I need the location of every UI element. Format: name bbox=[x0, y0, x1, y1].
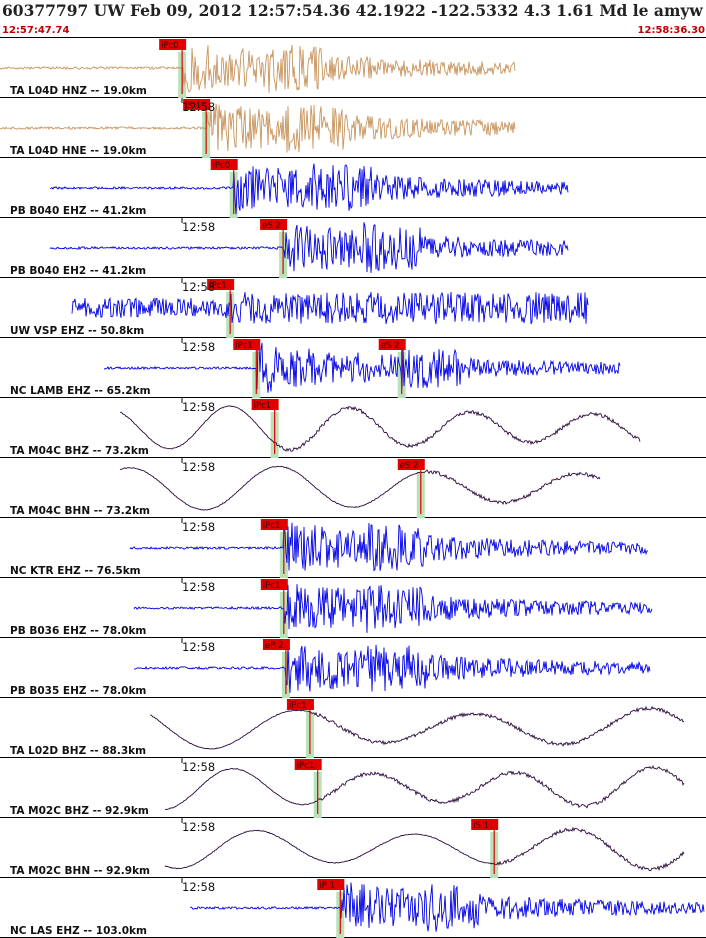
pick-label-box bbox=[262, 639, 290, 650]
waveform-trace bbox=[133, 644, 651, 693]
waveform-trace bbox=[103, 340, 621, 393]
pick-label: eS 2 bbox=[381, 341, 400, 351]
station-label: PB B040 EHZ -- 41.2km bbox=[10, 205, 146, 217]
pick-label-box bbox=[233, 339, 261, 350]
pick-label: iS 1 bbox=[473, 821, 489, 831]
pick-label: eS 2 bbox=[400, 461, 419, 471]
pick-label: iPc0 bbox=[161, 41, 179, 51]
time-tick-label: 12:58 bbox=[182, 820, 215, 834]
trace-panel: iPc0 TA L04D HNZ -- 19.0km bbox=[0, 39, 706, 98]
trace-panel: iP 1 12:58 NC LAS EHZ -- 103.0km bbox=[0, 878, 706, 938]
station-label: NC LAS EHZ -- 103.0km bbox=[10, 925, 147, 937]
trace-panel: eP 2 12:58 PB B035 EHZ -- 78.0km bbox=[0, 638, 706, 698]
time-tick-label: 12:58 bbox=[182, 400, 215, 414]
station-label: TA M04C BHN -- 73.2km bbox=[10, 505, 150, 517]
station-label: TA M02C BHZ -- 92.9km bbox=[10, 805, 149, 817]
waveform-trace bbox=[164, 765, 685, 810]
trace-panel: iPc0 PB B040 EHZ -- 41.2km bbox=[0, 159, 706, 218]
pick-label: iPc1 bbox=[263, 581, 281, 591]
waveform-trace bbox=[149, 705, 685, 750]
pick-label: eP 2 bbox=[265, 641, 283, 651]
time-tick-label: 12:58 bbox=[182, 640, 215, 654]
waveform-trace bbox=[164, 826, 685, 872]
station-label: TA L02D BHZ -- 88.3km bbox=[10, 745, 146, 757]
station-label: TA M04C BHZ -- 73.2km bbox=[10, 445, 149, 457]
station-label: PB B036 EHZ -- 78.0km bbox=[10, 625, 146, 637]
waveform-trace bbox=[133, 584, 653, 633]
station-label: TA L04D HNZ -- 19.0km bbox=[10, 85, 147, 97]
time-tick-label: 12:58 bbox=[182, 460, 215, 474]
trace-panel: iS 1 12:58 TA M02C BHN -- 92.9km bbox=[0, 818, 706, 878]
waveform-trace bbox=[71, 291, 589, 325]
waveform-trace bbox=[0, 45, 516, 93]
pick-label: iP 1 bbox=[319, 881, 335, 891]
pick-label: iS 1 bbox=[185, 101, 201, 111]
time-tick-label: 12:58 bbox=[182, 880, 215, 894]
end-time: 12:58:36.30 bbox=[638, 25, 706, 36]
pick-label-box bbox=[378, 339, 406, 350]
station-label: PB B040 EH2 -- 41.2km bbox=[10, 265, 146, 277]
trace-panel: iPc1 12:58 PB B036 EHZ -- 78.0km bbox=[0, 578, 706, 638]
pick-label-box bbox=[207, 279, 235, 290]
pick-label-box bbox=[294, 759, 322, 770]
station-label: UW VSP EHZ -- 50.8km bbox=[10, 325, 144, 337]
pick-label: iPc1 bbox=[235, 341, 253, 351]
waveform-trace bbox=[119, 405, 641, 452]
station-label: NC LAMB EHZ -- 65.2km bbox=[10, 385, 151, 397]
time-tick-label: 12:58 bbox=[182, 220, 215, 234]
time-tick-label: 12:58 bbox=[182, 580, 215, 594]
time-tick-label: 12:58 bbox=[182, 760, 215, 774]
trace-panel: iPc1 12:58 TA M04C BHZ -- 73.2km bbox=[0, 398, 706, 458]
pick-label-box bbox=[260, 579, 288, 590]
pick-label: eS 2 bbox=[262, 221, 281, 231]
pick-label-box bbox=[317, 879, 345, 890]
trace-panel: iPc1 TA L02D BHZ -- 88.3km bbox=[0, 699, 706, 758]
pick-label-box bbox=[183, 99, 211, 110]
pick-label-box bbox=[260, 219, 288, 230]
pick-label: iPc1 bbox=[297, 761, 315, 771]
trace-panel: eS 2 12:58 TA M04C BHN -- 73.2km bbox=[0, 458, 706, 518]
trace-panel: iPc1 12:58 NC KTR EHZ -- 76.5km bbox=[0, 518, 706, 578]
pick-label-box bbox=[159, 39, 187, 50]
trace-panel: eS 2 12:58 PB B040 EH2 -- 41.2km bbox=[0, 218, 706, 278]
waveform-trace bbox=[190, 882, 705, 932]
station-label: TA L04D HNE -- 19.0km bbox=[10, 145, 146, 157]
pick-label-box bbox=[210, 159, 238, 170]
pick-label-box bbox=[260, 519, 288, 530]
pick-label: iPc1 bbox=[254, 401, 272, 411]
pick-label-box bbox=[251, 399, 279, 410]
trace-panel: iS 112:58 TA L04D HNE -- 19.0km bbox=[0, 98, 706, 158]
station-label: PB B035 EHZ -- 78.0km bbox=[10, 685, 146, 697]
start-time: 12:57:47.74 bbox=[2, 25, 70, 36]
pick-label-box bbox=[471, 819, 499, 830]
time-tick-label: 12:58 bbox=[182, 280, 215, 294]
pick-label-box bbox=[397, 459, 425, 470]
event-title: 60377797 UW Feb 09, 2012 12:57:54.36 42.… bbox=[2, 1, 706, 20]
pick-label: iPc0 bbox=[213, 161, 231, 171]
pick-label: iPc1 bbox=[209, 281, 227, 291]
station-label: NC KTR EHZ -- 76.5km bbox=[10, 565, 141, 577]
waveform-trace bbox=[0, 103, 516, 153]
pick-label: iPc1 bbox=[263, 521, 281, 531]
trace-panel: iPc1 eS 2 12:58 NC LAMB EHZ -- 65.2km bbox=[0, 338, 706, 398]
time-tick-label: 12:58 bbox=[182, 520, 215, 534]
trace-panel: iPc1 12:58 TA M02C BHZ -- 92.9km bbox=[0, 758, 706, 818]
time-tick-label: 12:58 bbox=[182, 340, 215, 354]
waveform-trace bbox=[129, 522, 649, 572]
time-tick-label: 12:58 bbox=[182, 100, 215, 114]
waveform-trace bbox=[49, 163, 569, 215]
waveform-trace bbox=[119, 465, 601, 511]
waveform-trace bbox=[49, 222, 569, 273]
pick-label-box bbox=[286, 699, 314, 710]
station-label: TA M02C BHN -- 92.9km bbox=[10, 865, 150, 877]
pick-label: iPc1 bbox=[289, 701, 307, 711]
